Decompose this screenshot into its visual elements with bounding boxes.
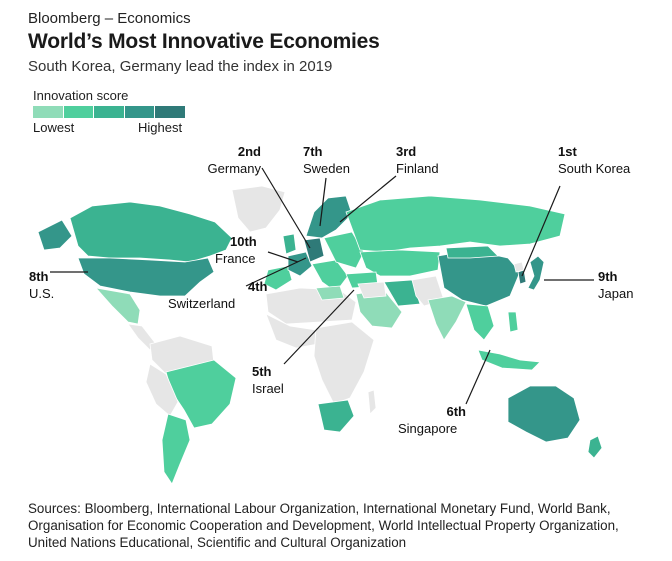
rank-label-germany: 2nd [238,144,261,159]
legend-swatch-1 [33,106,64,118]
greenland [231,185,286,233]
india [427,295,467,341]
eastern-europe [323,231,365,269]
mongolia [445,245,499,259]
north-korea [513,261,525,273]
australia [507,385,581,443]
legend-swatch-4 [124,106,156,118]
germany-benelux [303,237,325,263]
usa [77,257,215,297]
new-zealand [587,435,603,459]
japan [527,255,545,291]
central-asia [359,249,441,277]
rank-label-switzerland: 4th [248,279,268,294]
leader-israel [283,289,355,365]
iran [383,279,421,307]
leader-sweden [319,177,327,227]
leader-south-korea [521,185,561,277]
rank-label-japan: 9th [598,269,618,284]
country-label-sweden: Sweden [303,161,350,176]
page-title: World’s Most Innovative Economies [28,30,380,53]
legend-high-label: Highest [138,120,183,135]
rank-label-south-korea: 1st [558,144,577,159]
uk-ireland [282,233,297,255]
country-label-finland: Finland [396,161,439,176]
mexico [94,287,141,325]
leader-singapore [465,349,491,405]
philippines [507,311,519,333]
legend-title: Innovation score [33,88,129,103]
central-east-africa [313,321,375,405]
rank-label-france: 10th [230,234,257,249]
leader-switzerland [245,257,307,287]
south-africa [317,399,355,433]
iraq-syria [357,281,387,299]
country-label-israel: Israel [252,381,284,396]
leader-finland [339,175,397,223]
russia [345,195,566,253]
kicker: Bloomberg – Economics [28,10,191,27]
sources-note: Sources: Bloomberg, International Labour… [28,501,619,550]
madagascar [367,389,377,415]
legend-low-label: Lowest [33,120,75,135]
rank-label-finland: 3rd [396,144,416,159]
iberia [263,265,293,291]
legend-swatch-2 [63,106,95,118]
south-korea [517,269,527,285]
canada [69,201,233,263]
argentina-chile [161,413,191,485]
indonesia [477,349,541,371]
scandinavia [305,195,353,239]
legend-swatch-5 [155,106,185,118]
legend-swatch-3 [94,106,125,118]
country-label-us: U.S. [29,286,54,301]
legend-color-scale [33,106,185,118]
leader-france [267,251,299,263]
country-label-singapore: Singapore [398,421,457,436]
country-label-south-korea: South Korea [558,161,631,176]
subtitle: South Korea, Germany lead the index in 2… [28,58,333,75]
southeast-asia [465,303,495,341]
tunisia-egypt [315,285,345,301]
rank-label-sweden: 7th [303,144,323,159]
leader-germany [261,167,311,249]
country-label-japan: Japan [598,286,633,301]
country-label-france: France [215,251,255,266]
leader-lines [50,167,594,405]
rank-label-israel: 5th [252,364,272,379]
rank-label-singapore: 6th [447,404,467,419]
alaska [37,219,73,251]
italy-balkans [311,259,349,293]
rank-label-us: 8th [29,269,49,284]
country-label-germany: Germany [208,161,262,176]
country-label-switzerland: Switzerland [168,296,235,311]
